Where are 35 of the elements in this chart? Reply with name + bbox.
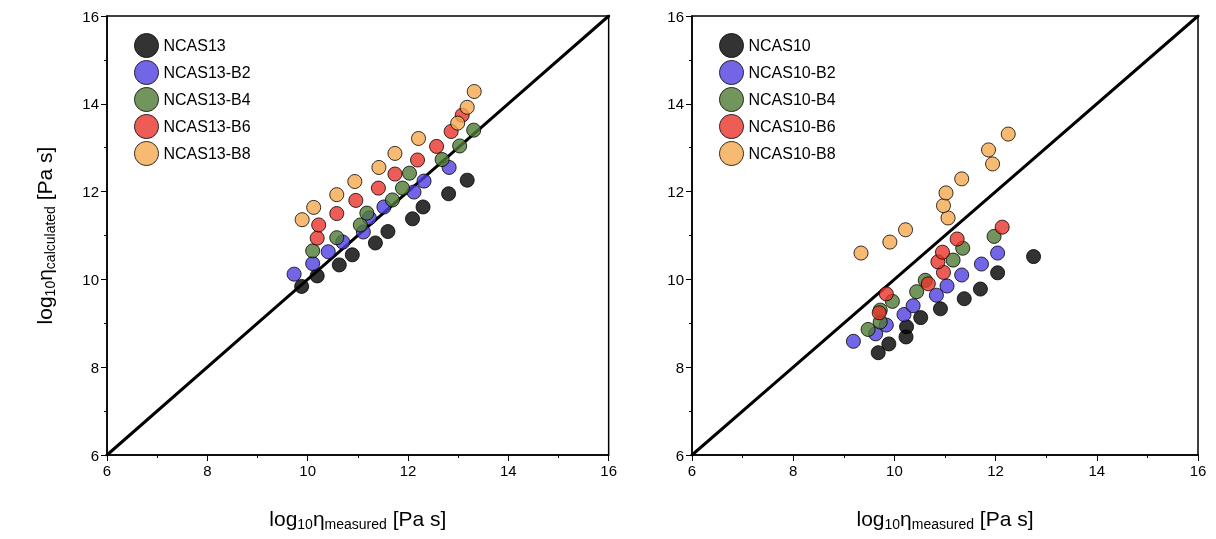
y-tick-label: 16: [82, 7, 99, 25]
legend-label: NCAS10: [748, 37, 811, 54]
y-tick-label: 8: [90, 358, 99, 376]
legend-label: NCAS13-B6: [163, 118, 251, 135]
y-tick-label: 10: [82, 270, 99, 288]
legend-label: NCAS13-B8: [163, 145, 251, 162]
legend-label: NCAS10-B4: [748, 91, 836, 108]
x-tick-label: 8: [789, 462, 798, 479]
x-tick-label: 6: [102, 462, 112, 479]
y-tick-label: 16: [667, 7, 684, 25]
x-tick-label: 16: [600, 462, 617, 479]
x-tick-label: 14: [1088, 462, 1106, 479]
y-tick-label: 6: [675, 446, 684, 464]
legend-label: NCAS13: [163, 37, 226, 54]
y-tick-label: 10: [667, 270, 684, 288]
x-tick-label: 8: [203, 462, 212, 479]
x-tick-label: 10: [299, 462, 317, 479]
x-tick-label: 6: [687, 462, 697, 479]
legend-label: NCAS10-B8: [748, 145, 836, 162]
y-tick-label: 8: [675, 358, 684, 376]
x-tick-label: 14: [499, 462, 517, 479]
x-tick-label: 10: [886, 462, 903, 479]
x-tick-label: 12: [399, 462, 417, 479]
y-axis-title: log10ηcalculated [Pa s]: [32, 146, 58, 325]
x-tick-label: 12: [987, 462, 1004, 479]
y-tick-label: 12: [82, 183, 99, 201]
y-tick-label: 14: [667, 95, 684, 113]
x-tick-label: 16: [1189, 462, 1207, 479]
legend-label: NCAS13-B4: [163, 91, 251, 108]
y-tick-label: 12: [667, 183, 684, 201]
legend-label: NCAS10-B6: [748, 118, 836, 135]
y-tick-label: 14: [82, 95, 99, 113]
legend-label: NCAS13-B2: [163, 64, 251, 81]
y-tick-label: 6: [90, 446, 99, 464]
legend-label: NCAS10-B2: [748, 64, 836, 81]
